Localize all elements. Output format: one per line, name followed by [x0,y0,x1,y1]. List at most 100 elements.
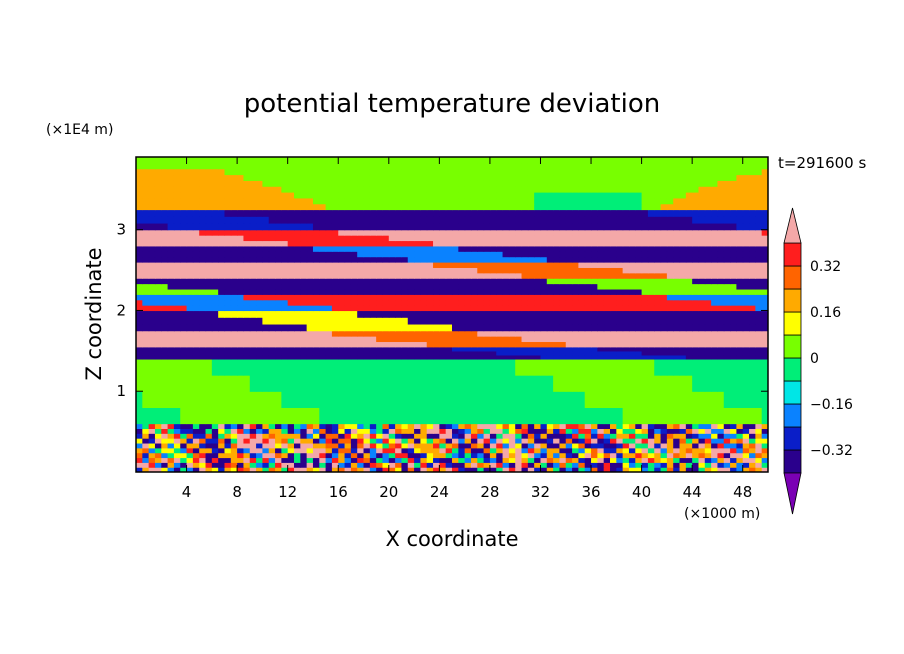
heatmap-cell [275,330,282,337]
heatmap-cell [420,346,428,352]
heatmap-cell [319,294,327,301]
heatmap-cell [489,222,497,231]
heatmap-cell [692,438,700,444]
heatmap-cell [711,209,719,217]
heatmap-cell [603,203,611,211]
heatmap-cell [477,457,485,463]
heatmap-cell [420,407,428,425]
heatmap-cell [294,407,301,425]
heatmap-cell [452,452,459,459]
heatmap-cell [205,251,213,258]
heatmap-cell [489,240,497,247]
heatmap-cell [660,272,668,279]
heatmap-cell [578,407,586,425]
heatmap-cell [572,162,579,170]
heatmap-cell [496,174,504,181]
heatmap-cell [610,294,617,301]
heatmap-cell [597,186,605,193]
heatmap-cell [161,452,169,459]
heatmap-cell [325,180,333,187]
heatmap-cell [742,438,750,444]
heatmap-cell [319,358,327,376]
heatmap-cell [319,267,327,274]
heatmap-cell [306,294,314,301]
heatmap-cell [211,457,219,463]
heatmap-cell [161,323,169,332]
heatmap-cell [243,442,251,449]
heatmap-cell [635,407,643,425]
heatmap-cell [603,407,611,425]
heatmap-cell [445,452,453,459]
heatmap-cell [173,407,181,425]
heatmap-cell [268,168,276,176]
heatmap-cell [148,197,156,205]
heatmap-cell [565,391,573,408]
heatmap-cell [496,216,504,224]
heatmap-cell [275,251,282,258]
heatmap-cell [148,294,156,301]
heatmap-cell [262,272,270,279]
heatmap-cell [287,299,295,306]
heatmap-cell [382,407,390,425]
heatmap-cell [647,174,655,181]
heatmap-cell [723,256,731,263]
heatmap-cell [319,197,327,205]
heatmap-cell [496,341,504,348]
heatmap-cell [761,462,768,468]
heatmap-cell [578,267,586,274]
heatmap-cell [755,192,763,199]
heatmap-cell [161,350,169,356]
heatmap-cell [610,174,617,181]
heatmap-cell [496,267,504,274]
heatmap-cell [749,467,756,472]
heatmap-cell [224,317,232,325]
heatmap-cell [230,467,238,472]
heatmap-cell [622,203,630,211]
heatmap-cell [199,317,207,325]
heatmap-cell [218,433,226,439]
heatmap-cell [161,310,169,318]
heatmap-cell [186,346,194,352]
heatmap-cell [382,299,390,306]
heatmap-cell [224,262,232,268]
heatmap-cell [666,294,674,301]
heatmap-cell [395,330,403,337]
heatmap-cell [597,438,605,444]
heatmap-cell [730,288,737,295]
heatmap-cell [433,216,440,224]
heatmap-cell [597,457,605,463]
heatmap-cell [256,240,263,247]
heatmap-cell [142,358,150,376]
heatmap-cell [660,354,668,360]
heatmap-cell [736,245,744,252]
heatmap-cell [660,240,668,247]
heatmap-cell [154,354,162,360]
heatmap-cell [591,245,598,252]
heatmap-cell [199,192,207,199]
heatmap-cell [205,428,213,434]
heatmap-cell [610,262,617,268]
heatmap-cell [477,467,485,472]
heatmap-cell [439,174,447,181]
heatmap-cell [249,438,257,444]
heatmap-cell [698,278,706,285]
heatmap-cell [199,203,207,211]
heatmap-cell [192,203,200,211]
heatmap-cell [559,180,567,187]
heatmap-cell [148,229,156,236]
heatmap-cell [205,447,213,454]
heatmap-cell [635,229,643,236]
heatmap-cell [470,299,478,306]
heatmap-cell [489,341,497,348]
heatmap-cell [154,442,162,449]
heatmap-cell [704,272,712,279]
heatmap-cell [730,299,737,306]
heatmap-cell [761,288,768,295]
heatmap-cell [572,174,579,181]
heatmap-cell [142,299,150,306]
heatmap-cell [439,197,447,205]
heatmap-cell [508,346,516,352]
heatmap-cell [268,330,276,337]
heatmap-cell [572,203,579,211]
heatmap-cell [489,168,497,176]
